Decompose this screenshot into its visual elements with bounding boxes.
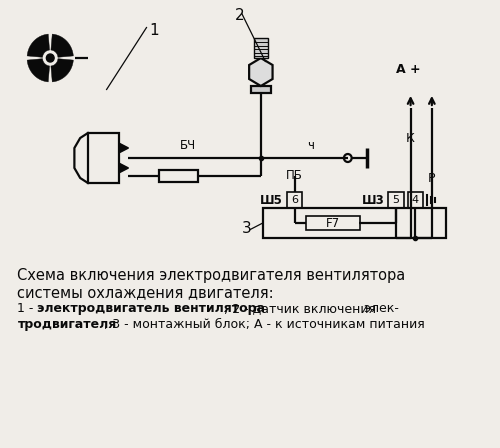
Text: Схема включения электродвигателя вентилятора: Схема включения электродвигателя вентиля… [18,268,406,283]
Text: ; 2 - датчик включения: ; 2 - датчик включения [224,302,376,315]
Bar [251,86,270,93]
Text: системы охлаждения двигателя:: системы охлаждения двигателя: [18,285,274,300]
Text: тродвигателя: тродвигателя [18,318,116,331]
Text: БЧ: БЧ [180,139,196,152]
Text: F7: F7 [326,216,340,229]
Text: 4: 4 [412,195,419,205]
Polygon shape [249,58,272,86]
Text: ; 3 - монтажный блок; А - к источникам питания: ; 3 - монтажный блок; А - к источникам п… [104,318,425,331]
Text: ч: ч [308,139,314,152]
Text: А +: А + [396,63,421,76]
Polygon shape [119,163,128,173]
Polygon shape [51,59,74,82]
Bar [88,133,119,183]
Text: ПБ: ПБ [286,169,303,182]
Text: 1: 1 [150,23,160,38]
Text: 6: 6 [291,195,298,205]
Text: 5: 5 [392,195,400,205]
Bar [160,170,198,182]
Polygon shape [119,143,128,153]
Text: Р: Р [428,172,436,185]
Bar [254,38,268,58]
Polygon shape [27,59,50,82]
Bar [408,192,423,208]
Bar [263,208,446,238]
Text: К: К [406,132,415,145]
Text: элек-: элек- [360,302,399,315]
Polygon shape [27,34,50,57]
Bar [306,216,360,230]
Text: 3: 3 [242,220,252,236]
Circle shape [46,54,54,62]
Bar [388,192,404,208]
Polygon shape [51,34,74,57]
Text: 1 -: 1 - [18,302,38,315]
Text: 2: 2 [235,8,244,23]
Bar [287,192,302,208]
Text: Ш5: Ш5 [260,194,283,207]
Text: электродвигатель вентилятора: электродвигатель вентилятора [36,302,264,315]
Text: Ш3: Ш3 [362,194,384,207]
